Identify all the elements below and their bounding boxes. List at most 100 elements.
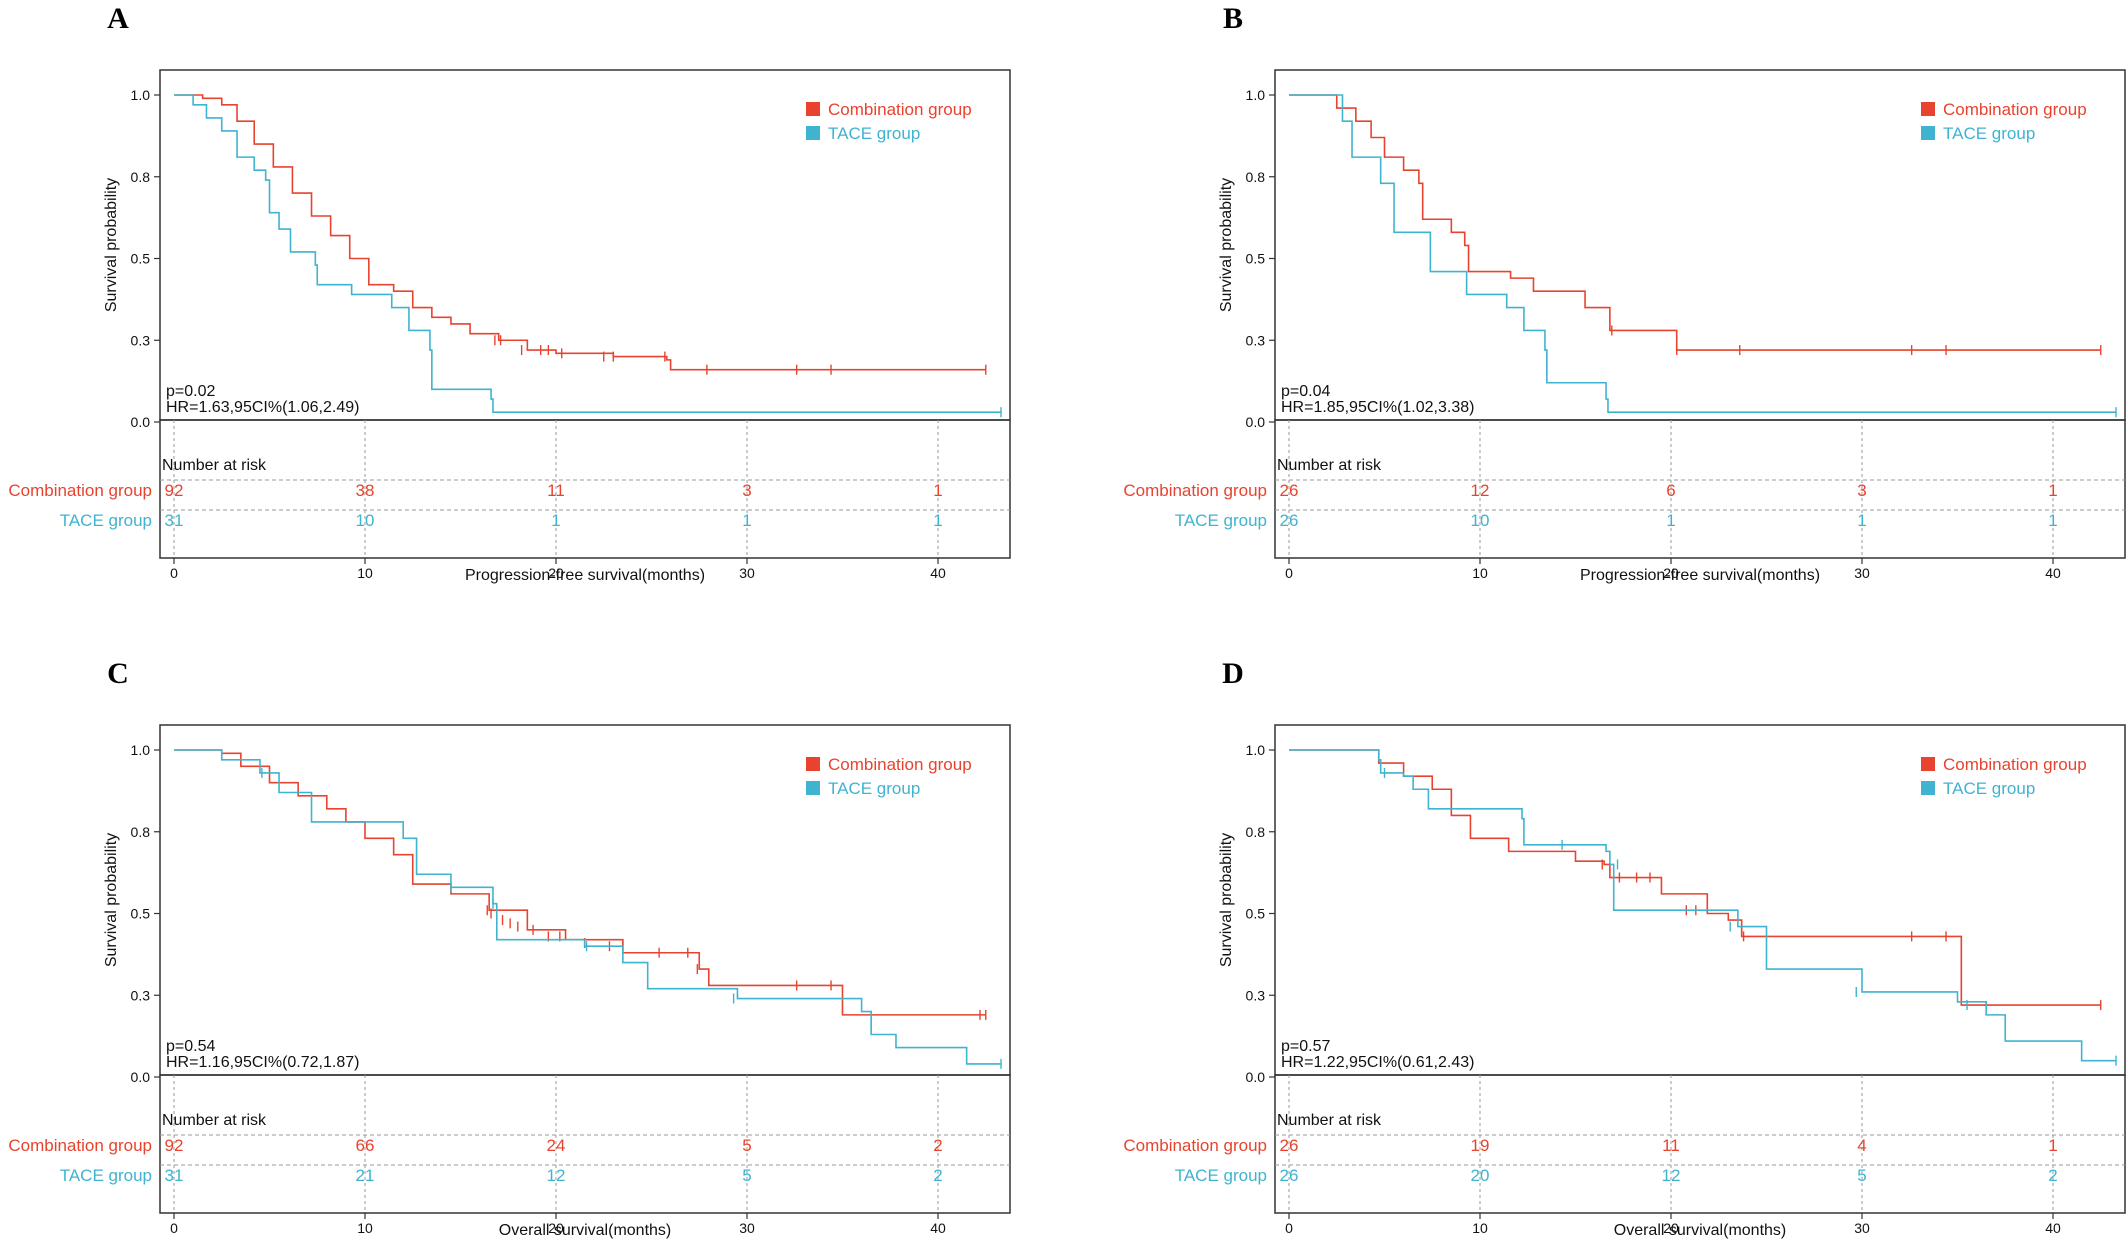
risk-count: 24 (547, 1136, 566, 1155)
risk-count: 1 (551, 511, 560, 530)
survival-curve-tace (1289, 749, 2117, 1062)
risk-count: 1 (2048, 481, 2057, 500)
x-tick-label: 30 (739, 565, 755, 581)
x-tick-label: 10 (357, 565, 373, 581)
y-tick-label: 0.3 (131, 332, 151, 348)
y-tick-label: 0.5 (131, 251, 151, 267)
legend-swatch-tace (1921, 126, 1935, 140)
risk-table-title: Number at risk (162, 457, 267, 474)
y-tick-label: 0.5 (131, 906, 151, 922)
x-tick-label: 10 (1472, 1220, 1488, 1236)
hazard-ratio: HR=1.16,95CI%(0.72,1.87) (166, 1054, 359, 1071)
p-value: p=0.04 (1281, 383, 1330, 400)
y-tick-label: 0.3 (1246, 332, 1266, 348)
risk-count: 1 (1857, 511, 1866, 530)
y-tick-label: 1.0 (131, 742, 151, 758)
p-value: p=0.54 (166, 1038, 215, 1055)
risk-row-label-combination: Combination group (1123, 1136, 1267, 1155)
risk-count: 5 (742, 1166, 751, 1185)
panel-letter: C (107, 657, 129, 690)
risk-table-frame (159, 1074, 1011, 1214)
x-axis-label: Progression-free survival(months) (465, 567, 705, 584)
risk-count: 31 (165, 511, 184, 530)
x-tick-label: 0 (170, 565, 178, 581)
panel-d: D 0.0 0.3 0.5 0.8 1.0 Survival probability 0 10 2… (1123, 657, 2126, 1239)
panel-letter: A (107, 2, 129, 35)
x-tick-label: 0 (170, 1220, 178, 1236)
x-tick-label: 10 (357, 1220, 373, 1236)
risk-row-label-combination: Combination group (8, 1136, 152, 1155)
risk-count: 5 (742, 1136, 751, 1155)
plot-frame (1274, 724, 2126, 1076)
y-tick-label: 0.5 (1246, 251, 1266, 267)
x-tick-label: 10 (1472, 565, 1488, 581)
risk-count: 5 (1857, 1166, 1866, 1185)
x-tick-label: 40 (2045, 1220, 2061, 1236)
x-tick-label: 30 (1854, 565, 1870, 581)
y-axis-label: Survival probability (103, 178, 120, 312)
risk-count: 26 (1280, 1166, 1299, 1185)
y-tick-label: 0.8 (131, 824, 151, 840)
legend-label-combination: Combination group (1943, 100, 2087, 119)
risk-row-label-tace: TACE group (60, 1166, 152, 1185)
risk-row-label-combination: Combination group (1123, 481, 1267, 500)
x-tick-label: 20 (1663, 1220, 1679, 1236)
x-axis-label: Overall survival(months) (499, 1222, 671, 1239)
y-tick-label: 0.0 (1246, 414, 1266, 430)
legend-label-tace: TACE group (828, 779, 920, 798)
legend-swatch-tace (1921, 781, 1935, 795)
risk-count: 92 (165, 481, 184, 500)
survival-curve-combination (1289, 94, 2101, 351)
risk-count: 1 (2048, 1136, 2057, 1155)
risk-count: 10 (356, 511, 375, 530)
plot-frame (159, 69, 1011, 421)
x-tick-label: 20 (548, 565, 564, 581)
survival-curve-tace (1289, 94, 2117, 413)
risk-count: 4 (1857, 1136, 1866, 1155)
legend-swatch-combination (806, 757, 820, 771)
risk-count: 11 (1662, 1136, 1680, 1155)
risk-count: 31 (165, 1166, 184, 1185)
risk-count: 26 (1280, 511, 1299, 530)
x-tick-label: 40 (930, 1220, 946, 1236)
p-value: p=0.02 (166, 383, 215, 400)
x-axis-label: Progression-free survival(months) (1580, 567, 1820, 584)
survival-curve-combination (174, 94, 986, 371)
y-tick-label: 1.0 (1246, 742, 1266, 758)
x-tick-label: 40 (930, 565, 946, 581)
risk-table-title: Number at risk (1277, 1112, 1382, 1129)
p-value: p=0.57 (1281, 1038, 1330, 1055)
risk-count: 12 (1471, 481, 1490, 500)
risk-count: 1 (933, 481, 942, 500)
legend-label-combination: Combination group (828, 100, 972, 119)
y-tick-label: 0.8 (1246, 169, 1266, 185)
risk-count: 66 (356, 1136, 375, 1155)
y-tick-label: 0.0 (1246, 1069, 1266, 1085)
x-tick-label: 30 (739, 1220, 755, 1236)
risk-table-frame (159, 419, 1011, 559)
legend-label-tace: TACE group (1943, 779, 2035, 798)
risk-count: 26 (1280, 1136, 1299, 1155)
x-tick-label: 0 (1285, 1220, 1293, 1236)
x-axis-label: Overall survival(months) (1614, 1222, 1786, 1239)
risk-count: 20 (1471, 1166, 1490, 1185)
risk-count: 1 (2048, 511, 2057, 530)
y-tick-label: 0.0 (131, 1069, 151, 1085)
risk-count: 1 (742, 511, 751, 530)
risk-row-label-combination: Combination group (8, 481, 152, 500)
legend-label-combination: Combination group (828, 755, 972, 774)
x-tick-label: 0 (1285, 565, 1293, 581)
panel-a: A 0.0 0.3 0.5 0.8 1.0 Survival probability 0 10 2… (8, 2, 1011, 584)
risk-count: 1 (1666, 511, 1675, 530)
panel-c: C 0.0 0.3 0.5 0.8 1.0 Survival probability 0 10 2… (8, 657, 1011, 1239)
y-axis-label: Survival probability (1218, 178, 1235, 312)
plot-frame (1274, 69, 2126, 421)
panel-letter: D (1222, 657, 1244, 690)
risk-count: 38 (356, 481, 375, 500)
risk-count: 3 (1857, 481, 1866, 500)
y-tick-label: 0.5 (1246, 906, 1266, 922)
risk-row-label-tace: TACE group (1175, 1166, 1267, 1185)
y-tick-label: 1.0 (1246, 87, 1266, 103)
risk-count: 6 (1666, 481, 1675, 500)
